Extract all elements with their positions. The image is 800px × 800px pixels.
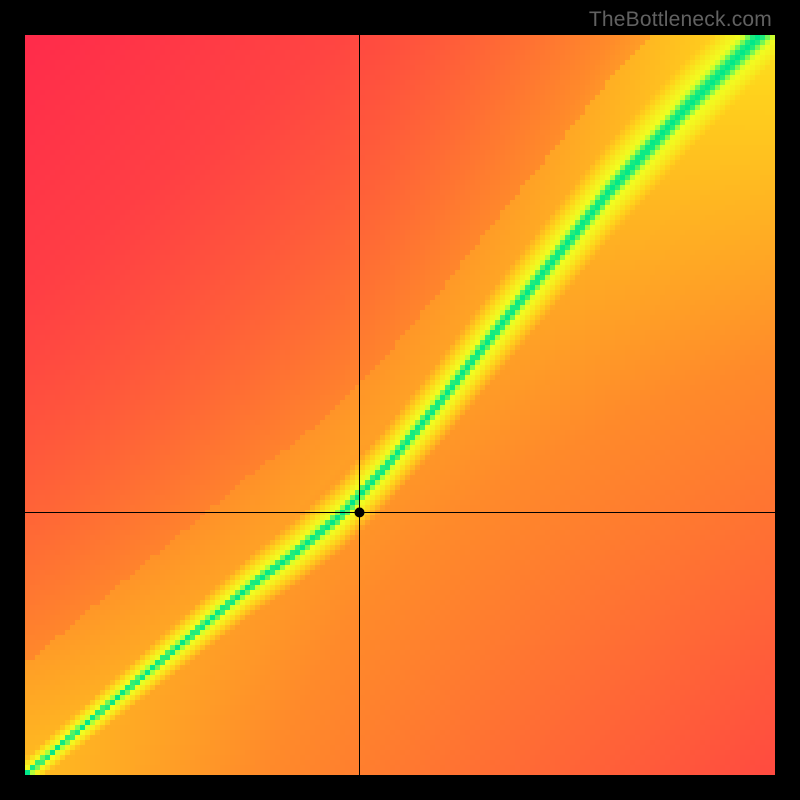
crosshair-overlay (25, 35, 775, 775)
chart-container: TheBottleneck.com (0, 0, 800, 800)
watermark-text: TheBottleneck.com (589, 8, 772, 32)
